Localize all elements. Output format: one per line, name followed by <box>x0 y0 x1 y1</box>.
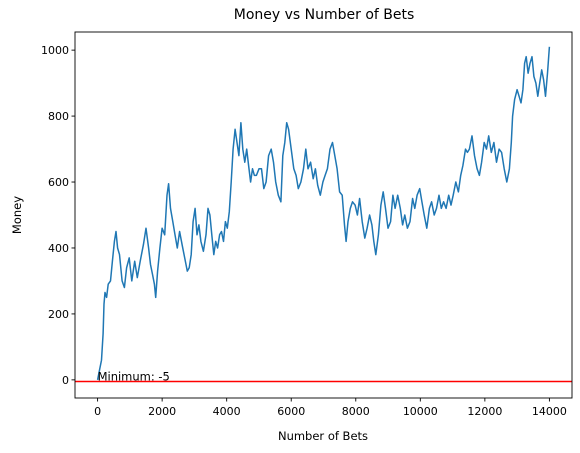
x-tick-label: 14000 <box>532 405 567 418</box>
y-tick-label: 600 <box>48 176 69 189</box>
y-tick-label: 0 <box>62 374 69 387</box>
x-axis-label: Number of Bets <box>278 429 368 443</box>
x-tick-label: 12000 <box>467 405 502 418</box>
series-group <box>96 46 551 381</box>
x-tick-label: 4000 <box>213 405 241 418</box>
y-tick-label: 200 <box>48 308 69 321</box>
y-tick-label: 400 <box>48 242 69 255</box>
x-tick-label: 8000 <box>342 405 370 418</box>
plot-area: 0 200 400 600 800 1000 0 2000 4000 6000 8000 10000… <box>41 31 573 418</box>
y-axis-ticks: 0 200 400 600 800 1000 <box>41 44 75 387</box>
minimum-annotation: Minimum: -5 <box>98 370 170 384</box>
x-axis-ticks: 0 2000 4000 6000 8000 10000 12000 14000 <box>94 398 567 418</box>
y-tick-label: 1000 <box>41 44 69 57</box>
x-tick-label: 6000 <box>277 405 305 418</box>
y-axis-label: Money <box>10 196 24 234</box>
x-tick-label: 2000 <box>148 405 176 418</box>
y-tick-label: 800 <box>48 110 69 123</box>
plot-frame <box>74 31 573 399</box>
chart-title: Money vs Number of Bets <box>234 7 415 23</box>
series-line <box>96 46 551 381</box>
x-tick-label: 0 <box>94 405 101 418</box>
x-tick-label: 10000 <box>403 405 438 418</box>
